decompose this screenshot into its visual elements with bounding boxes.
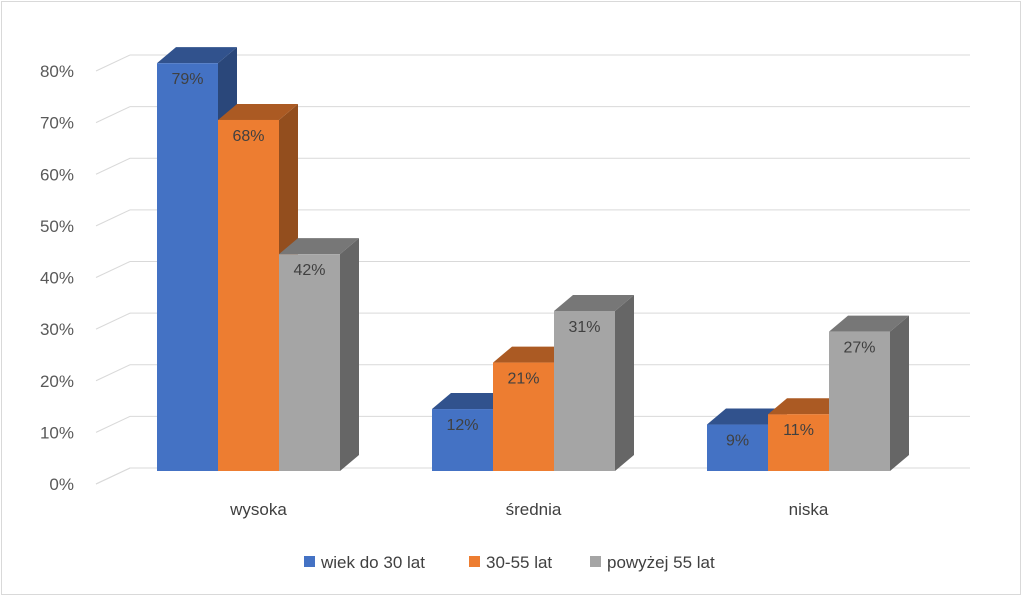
legend-swatch xyxy=(304,556,315,567)
bar xyxy=(829,315,909,471)
data-label: 79% xyxy=(171,71,203,88)
y-tick-label: 0% xyxy=(49,475,74,494)
legend-swatch xyxy=(590,556,601,567)
legend-label: wiek do 30 lat xyxy=(320,553,425,572)
legend: wiek do 30 lat 30-55 lat powyżej 55 lat xyxy=(304,553,715,572)
legend-item: wiek do 30 lat xyxy=(304,553,425,572)
legend-label: powyżej 55 lat xyxy=(607,553,715,572)
gridline xyxy=(95,54,970,72)
data-labels: 79% 68% 42% 12% 21% 31% 9% 11% 27% xyxy=(171,71,875,449)
bar xyxy=(432,393,512,471)
bar-side xyxy=(340,238,359,471)
bar xyxy=(279,238,359,471)
y-tick-label: 50% xyxy=(40,217,74,236)
bar-side xyxy=(615,294,634,471)
bar-top xyxy=(554,294,634,311)
legend-swatch xyxy=(469,556,480,567)
bar-front xyxy=(218,119,279,471)
y-tick-label: 20% xyxy=(40,372,74,391)
bar-side xyxy=(890,315,909,471)
bar-top xyxy=(829,315,909,332)
data-label: 68% xyxy=(232,128,264,145)
y-tick-label: 70% xyxy=(40,114,74,133)
x-axis-categories: wysoka średnia niska xyxy=(229,500,829,519)
y-tick-label: 60% xyxy=(40,165,74,184)
data-label: 12% xyxy=(446,417,478,434)
data-label: 31% xyxy=(568,319,600,336)
data-label: 9% xyxy=(726,433,749,450)
data-label: 27% xyxy=(843,340,875,357)
legend-item: powyżej 55 lat xyxy=(590,553,715,572)
y-tick-label: 30% xyxy=(40,320,74,339)
bar-front xyxy=(768,414,829,471)
bar-top xyxy=(493,346,573,363)
bar-top xyxy=(157,47,237,64)
data-label: 42% xyxy=(293,262,325,279)
y-tick-label: 10% xyxy=(40,423,74,442)
bar-front xyxy=(432,409,493,471)
bar-top xyxy=(279,238,359,255)
y-tick-label: 80% xyxy=(40,62,74,81)
bar-front xyxy=(829,331,890,471)
bar xyxy=(554,294,634,471)
bar-top xyxy=(707,408,787,425)
bar-front xyxy=(493,362,554,471)
bar-front xyxy=(279,254,340,471)
y-axis-ticks: 0% 10% 20% 30% 40% 50% 60% 70% 80% xyxy=(40,62,74,494)
x-category-label: średnia xyxy=(506,500,562,519)
legend-label: 30-55 lat xyxy=(486,553,552,572)
y-tick-label: 40% xyxy=(40,269,74,288)
bar-front xyxy=(707,424,768,471)
bar-top xyxy=(218,103,298,120)
bar-front xyxy=(157,63,218,471)
data-label: 11% xyxy=(783,422,814,439)
x-category-label: wysoka xyxy=(229,500,287,519)
bars xyxy=(157,47,909,471)
bar-top xyxy=(432,393,512,410)
data-label: 21% xyxy=(507,371,539,388)
legend-item: 30-55 lat xyxy=(469,553,552,572)
bar-front xyxy=(554,310,615,471)
bar-top xyxy=(768,398,848,415)
x-category-label: niska xyxy=(789,500,829,519)
